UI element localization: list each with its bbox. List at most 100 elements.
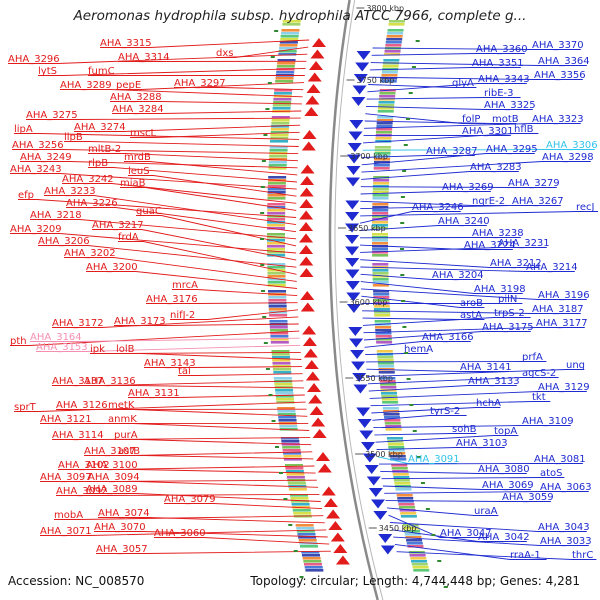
gene-label-right[interactable]: AHA_3091 (408, 454, 460, 465)
gene-label-left[interactable]: lipB (64, 132, 83, 143)
gene-label-left[interactable]: AHA_3226 (66, 198, 118, 209)
gene-label-right[interactable]: AHA_3214 (526, 262, 578, 273)
gene-label-right[interactable]: AHA_3109 (522, 416, 574, 427)
gene-label-left[interactable]: AHA_3202 (64, 248, 116, 259)
gene-label-left[interactable]: AHA_3097 (40, 472, 92, 483)
gene-label-right[interactable]: sohB (452, 424, 477, 435)
gene-label-left[interactable]: AHA_3284 (112, 104, 164, 115)
gene-label-left[interactable]: AHA_3131 (128, 388, 180, 399)
gene-label-right[interactable]: agcS-2 (522, 368, 556, 379)
gene-label-left[interactable]: AHA_3172 (52, 318, 104, 329)
gene-label-right[interactable]: AHA_3033 (540, 536, 592, 547)
gene-label-left[interactable]: AHA_3176 (146, 294, 198, 305)
gene-label-left[interactable]: lipA (14, 124, 33, 135)
gene-label-left[interactable]: AHA_3143 (144, 358, 196, 369)
gene-label-right[interactable]: AHA_3231 (498, 238, 550, 249)
gene-label-left[interactable]: AHA_3217 (92, 220, 144, 231)
gene-label-left[interactable]: mscL (130, 128, 156, 139)
gene-label-left[interactable]: AHA_3136 (84, 376, 136, 387)
gene-label-left[interactable]: AHA_3100 (86, 460, 138, 471)
gene-label-left[interactable]: AHA_3242 (62, 174, 114, 185)
gene-label-left[interactable]: dxs (216, 48, 233, 59)
gene-label-right[interactable]: AHA_3295 (486, 144, 538, 155)
gene-label-right[interactable]: AHA_3204 (432, 270, 484, 281)
gene-label-right[interactable]: AHA_3279 (508, 178, 560, 189)
gene-label-right[interactable]: motB (492, 114, 519, 125)
gene-label-left[interactable]: AHA_3233 (44, 186, 96, 197)
gene-label-left[interactable]: mrcA (172, 280, 198, 291)
gene-label-left[interactable]: pepE (116, 80, 141, 91)
gene-label-left[interactable]: AHA_3126 (56, 400, 108, 411)
gene-label-left[interactable]: AHA_3070 (94, 522, 146, 533)
gene-label-right[interactable]: AHA_3283 (470, 162, 522, 173)
gene-label-right[interactable]: nqrE-2 (472, 196, 505, 207)
gene-label-right[interactable]: AHA_3287 (426, 146, 478, 157)
gene-label-left[interactable]: AHA_3092 (56, 486, 108, 497)
gene-label-left[interactable]: AHA_3288 (110, 92, 162, 103)
gene-label-left[interactable]: AHA_3275 (26, 110, 78, 121)
gene-label-right[interactable]: AHA_3306 (546, 140, 598, 151)
gene-label-left[interactable]: AHA_3107 (84, 446, 136, 457)
gene-label-right[interactable]: astA (460, 310, 482, 321)
gene-label-right[interactable]: AHA_3063 (540, 482, 592, 493)
gene-label-left[interactable]: AHA_3206 (38, 236, 90, 247)
gene-label-left[interactable]: anmK (108, 414, 137, 425)
gene-label-left[interactable]: AHA_3243 (10, 164, 62, 175)
gene-label-right[interactable]: AHA_3238 (472, 228, 524, 239)
gene-label-left[interactable]: AHA_3315 (100, 38, 152, 49)
gene-label-left[interactable]: lolB (116, 344, 135, 355)
gene-label-left[interactable]: AHA_3209 (10, 224, 62, 235)
gene-label-left[interactable]: AHA_3173 (114, 316, 166, 327)
gene-label-right[interactable]: tyrS-2 (430, 406, 460, 417)
gene-label-left[interactable]: astB (118, 446, 140, 457)
gene-label-right[interactable]: AHA_3224 (464, 240, 516, 251)
gene-label-right[interactable]: prfA (522, 352, 543, 363)
gene-label-left[interactable]: AHA_3297 (174, 78, 226, 89)
gene-label-right[interactable]: AHA_3059 (502, 492, 554, 503)
gene-label-right[interactable]: AHA_3351 (472, 58, 524, 69)
gene-label-right[interactable]: AHA_3187 (532, 304, 584, 315)
gene-label-right[interactable]: AHA_3069 (482, 480, 534, 491)
gene-label-right[interactable]: AHA_3177 (536, 318, 588, 329)
gene-label-left[interactable]: AHA_3094 (88, 472, 140, 483)
gene-label-right[interactable]: AHA_3323 (532, 114, 584, 125)
gene-label-right[interactable]: AHA_3370 (532, 40, 584, 51)
gene-label-left[interactable]: guaC (136, 206, 162, 217)
gene-label-right[interactable]: AHA_3212 (490, 258, 542, 269)
gene-label-right[interactable]: rraA-1 (510, 550, 541, 561)
gene-label-right[interactable]: hchA (476, 398, 501, 409)
gene-label-right[interactable]: AHA_3175 (482, 322, 534, 333)
gene-label-right[interactable]: AHA_3196 (538, 290, 590, 301)
gene-label-left[interactable]: AHA_3121 (40, 414, 92, 425)
gene-label-left[interactable]: AHA_3218 (30, 210, 82, 221)
gene-label-left[interactable]: AHA_3060 (154, 528, 206, 539)
gene-label-left[interactable]: mltB-2 (88, 144, 121, 155)
gene-label-left[interactable]: mobA (54, 510, 83, 521)
gene-label-left[interactable]: pth (10, 336, 27, 347)
gene-label-right[interactable]: hemA (404, 344, 433, 355)
gene-label-left[interactable]: AHA_3296 (8, 54, 60, 65)
gene-label-left[interactable]: AHA_3089 (86, 484, 138, 495)
gene-label-right[interactable]: recJ (576, 202, 595, 213)
gene-label-left[interactable]: metK (108, 400, 135, 411)
gene-label-right[interactable]: pilN (498, 294, 517, 305)
gene-label-right[interactable]: ribE-3 (484, 88, 514, 99)
gene-label-right[interactable]: tkt (532, 392, 546, 403)
gene-label-left[interactable]: AHA_3153 (36, 342, 88, 353)
gene-label-right[interactable]: AHA_3298 (542, 152, 594, 163)
gene-label-right[interactable]: AHA_3129 (538, 382, 590, 393)
gene-label-left[interactable]: rlpB (88, 158, 108, 169)
gene-label-right[interactable]: thrC (572, 550, 593, 561)
gene-label-right[interactable]: AHA_3198 (474, 284, 526, 295)
gene-label-right[interactable]: folP (462, 114, 480, 125)
gene-label-left[interactable]: tal (178, 366, 191, 377)
gene-label-left[interactable]: miaB (120, 178, 146, 189)
gene-label-left[interactable]: ipk (90, 344, 105, 355)
gene-label-right[interactable]: AHA_3042 (478, 532, 530, 543)
gene-label-right[interactable]: atoS (540, 468, 563, 479)
gene-label-right[interactable]: AHA_3246 (412, 202, 464, 213)
gene-label-left[interactable]: AHA_3256 (12, 140, 64, 151)
gene-label-right[interactable]: AHA_3081 (534, 454, 586, 465)
gene-label-right[interactable]: AHA_3166 (422, 332, 474, 343)
gene-label-left[interactable]: AHA_3074 (98, 508, 150, 519)
